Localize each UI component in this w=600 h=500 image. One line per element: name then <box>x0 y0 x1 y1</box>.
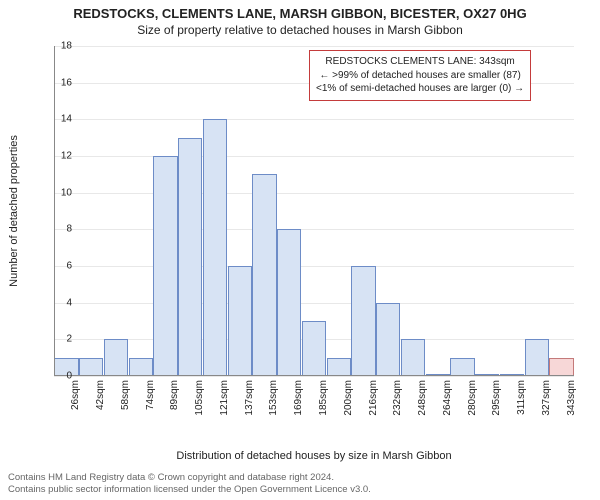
footer-line2: Contains public sector information licen… <box>8 484 371 496</box>
info-box-line3: <1% of semi-detached houses are larger (… <box>316 82 524 96</box>
x-tick-label: 169sqm <box>293 380 304 440</box>
gridline <box>54 193 574 194</box>
bar <box>327 358 351 376</box>
y-tick-label: 16 <box>50 77 72 88</box>
chart-subtitle: Size of property relative to detached ho… <box>0 21 600 41</box>
x-tick-label: 232sqm <box>392 380 403 440</box>
bar <box>178 138 202 376</box>
x-tick-label: 153sqm <box>268 380 279 440</box>
bar <box>450 358 474 376</box>
gridline <box>54 266 574 267</box>
y-axis-line <box>54 46 55 376</box>
x-tick-label: 264sqm <box>442 380 453 440</box>
x-axis-label: Distribution of detached houses by size … <box>54 450 574 462</box>
gridline <box>54 376 574 377</box>
footer: Contains HM Land Registry data © Crown c… <box>8 472 371 496</box>
x-tick-label: 327sqm <box>541 380 552 440</box>
bar <box>104 339 128 376</box>
y-tick-label: 6 <box>50 261 72 272</box>
x-tick-label: 280sqm <box>467 380 478 440</box>
plot-area: REDSTOCKS CLEMENTS LANE: 343sqm ← >99% o… <box>54 46 574 376</box>
bar <box>351 266 375 376</box>
chart-container: { "title": "REDSTOCKS, CLEMENTS LANE, MA… <box>0 0 600 500</box>
x-tick-label: 185sqm <box>318 380 329 440</box>
footer-line1: Contains HM Land Registry data © Crown c… <box>8 472 371 484</box>
bar <box>79 358 103 376</box>
info-box-line1: REDSTOCKS CLEMENTS LANE: 343sqm <box>316 55 524 69</box>
info-box: REDSTOCKS CLEMENTS LANE: 343sqm ← >99% o… <box>309 50 531 101</box>
bar <box>153 156 177 376</box>
x-tick-label: 105sqm <box>194 380 205 440</box>
x-tick-label: 137sqm <box>244 380 255 440</box>
gridline <box>54 119 574 120</box>
x-tick-label: 26sqm <box>70 380 81 440</box>
x-tick-label: 295sqm <box>491 380 502 440</box>
x-tick-label: 216sqm <box>368 380 379 440</box>
bar <box>376 303 400 376</box>
y-tick-label: 18 <box>50 41 72 52</box>
x-tick-label: 58sqm <box>120 380 131 440</box>
x-tick-label: 89sqm <box>169 380 180 440</box>
y-tick-label: 8 <box>50 224 72 235</box>
info-box-line2: ← >99% of detached houses are smaller (8… <box>316 69 524 83</box>
bar-highlight <box>549 358 573 376</box>
y-tick-label: 4 <box>50 297 72 308</box>
x-tick-label: 121sqm <box>219 380 230 440</box>
y-tick-label: 10 <box>50 187 72 198</box>
gridline <box>54 303 574 304</box>
gridline <box>54 229 574 230</box>
gridline <box>54 46 574 47</box>
bar <box>525 339 549 376</box>
y-tick-label: 2 <box>50 334 72 345</box>
x-tick-label: 248sqm <box>417 380 428 440</box>
x-tick-label: 42sqm <box>95 380 106 440</box>
x-tick-label: 343sqm <box>566 380 577 440</box>
x-tick-label: 200sqm <box>343 380 354 440</box>
bar <box>129 358 153 376</box>
bar <box>401 339 425 376</box>
gridline <box>54 156 574 157</box>
bar <box>203 119 227 376</box>
x-tick-label: 311sqm <box>516 380 527 440</box>
y-tick-label: 0 <box>50 371 72 382</box>
y-tick-label: 12 <box>50 151 72 162</box>
y-tick-label: 14 <box>50 114 72 125</box>
y-axis-label: Number of detached properties <box>8 46 24 376</box>
bar <box>228 266 252 376</box>
bar <box>302 321 326 376</box>
x-axis-line <box>54 375 574 376</box>
chart-title: REDSTOCKS, CLEMENTS LANE, MARSH GIBBON, … <box>0 0 600 21</box>
bar <box>252 174 276 376</box>
bar <box>277 229 301 376</box>
x-tick-label: 74sqm <box>145 380 156 440</box>
